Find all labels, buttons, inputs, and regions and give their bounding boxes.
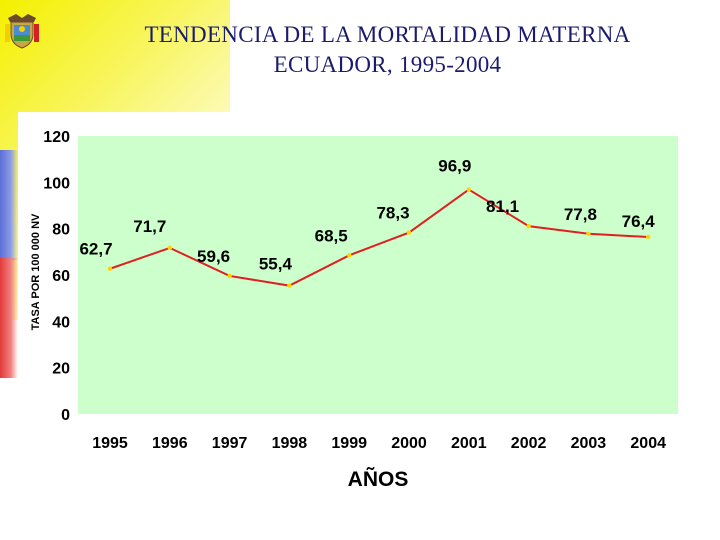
data-point (646, 234, 651, 240)
x-tick-label: 1995 (92, 435, 128, 452)
data-point (526, 223, 531, 229)
data-label: 78,3 (376, 204, 409, 223)
data-point (287, 283, 292, 288)
data-label: 96,9 (438, 157, 471, 176)
y-tick-label: 0 (61, 407, 70, 424)
background-blue-stripe (0, 150, 18, 260)
data-point (466, 187, 471, 192)
data-label: 68,5 (315, 226, 348, 245)
y-tick-label: 100 (43, 175, 70, 192)
data-point (107, 266, 113, 271)
y-tick-label: 40 (52, 314, 70, 331)
slide-title-line-2: ECUADOR, 1995-2004 (273, 52, 502, 77)
data-point (167, 245, 172, 251)
x-tick-label: 2001 (451, 435, 487, 452)
x-axis-title: AÑOS (348, 468, 409, 491)
y-tick-label: 120 (43, 129, 70, 146)
x-tick-label: 2004 (630, 435, 666, 452)
data-label: 71,7 (133, 217, 166, 236)
background-red-stripe (0, 258, 18, 378)
plot-area (78, 136, 678, 414)
x-tick-label: 1998 (272, 435, 308, 452)
x-tick-label: 2000 (391, 435, 427, 452)
data-point (347, 253, 352, 258)
y-tick-label: 60 (52, 268, 70, 285)
y-tick-label: 80 (52, 222, 70, 239)
slide-title: TENDENCIA DE LA MORTALIDAD MATERNA ECUAD… (95, 20, 680, 80)
data-label: 59,6 (197, 247, 230, 266)
data-point (406, 230, 412, 235)
x-tick-label: 1999 (331, 435, 367, 452)
data-label: 81,1 (486, 197, 519, 216)
y-axis-title: TASA POR 100 000 NV (30, 213, 42, 330)
data-label: 76,4 (622, 212, 656, 231)
data-point (227, 273, 232, 279)
data-label: 77,8 (564, 205, 597, 224)
x-tick-label: 1997 (212, 435, 248, 452)
series-line (109, 188, 649, 287)
x-tick-label: 1996 (152, 435, 188, 452)
y-tick-label: 20 (52, 361, 70, 378)
x-tick-label: 2002 (511, 435, 547, 452)
coat-of-arms-icon (5, 14, 39, 49)
data-label: 55,4 (259, 255, 293, 274)
x-tick-label: 2003 (571, 435, 607, 452)
data-point (586, 231, 591, 236)
slide-title-line-1: TENDENCIA DE LA MORTALIDAD MATERNA (144, 22, 631, 47)
data-label: 62,7 (79, 240, 112, 259)
